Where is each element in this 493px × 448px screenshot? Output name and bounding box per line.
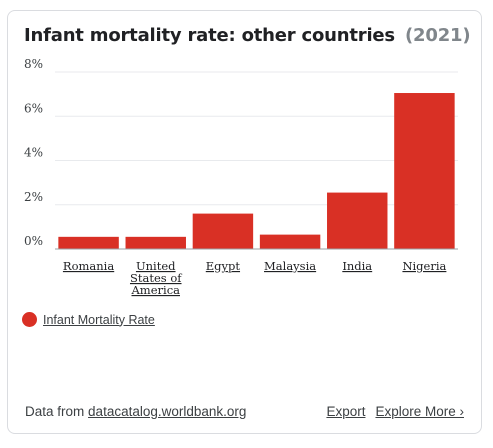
x-tick-label: America (131, 283, 181, 297)
card-footer: Data from datacatalog.worldbank.org Expo… (25, 404, 464, 419)
chart-title: Infant mortality rate: other countries (… (24, 25, 471, 46)
bar (394, 93, 455, 249)
x-tick-label: Nigeria (402, 259, 446, 273)
chart-title-text: Infant mortality rate: other countries (24, 25, 395, 46)
bar (58, 236, 119, 249)
y-tick-label: 6% (24, 101, 43, 115)
x-tick-label: Egypt (206, 259, 241, 273)
y-tick-label: 2% (24, 190, 43, 204)
x-tick-label: Malaysia (264, 259, 316, 273)
y-tick-label: 8% (24, 57, 43, 71)
x-tick-label: India (342, 259, 372, 273)
explore-more-link[interactable]: Explore More › (375, 404, 464, 419)
bar (259, 234, 321, 249)
export-link[interactable]: Export (326, 404, 366, 419)
legend[interactable]: Infant Mortality Rate (22, 312, 155, 327)
x-tick-label: States of (130, 271, 182, 285)
footer-actions: Export Explore More › (326, 404, 464, 419)
bar (125, 236, 186, 249)
chart-card: Infant mortality rate: other countries (… (7, 10, 482, 434)
source-link[interactable]: datacatalog.worldbank.org (88, 404, 247, 419)
y-tick-label: 0% (24, 234, 43, 248)
x-tick-label: Romania (63, 259, 114, 273)
data-source: Data from datacatalog.worldbank.org (25, 404, 246, 419)
x-tick-label: United (136, 259, 176, 273)
bar (192, 213, 254, 249)
chart-year: (2021) (405, 25, 471, 46)
y-tick-label: 4% (24, 146, 43, 160)
legend-label[interactable]: Infant Mortality Rate (43, 312, 155, 327)
bar (327, 192, 388, 249)
source-prefix: Data from (25, 404, 85, 419)
legend-swatch (22, 312, 37, 327)
